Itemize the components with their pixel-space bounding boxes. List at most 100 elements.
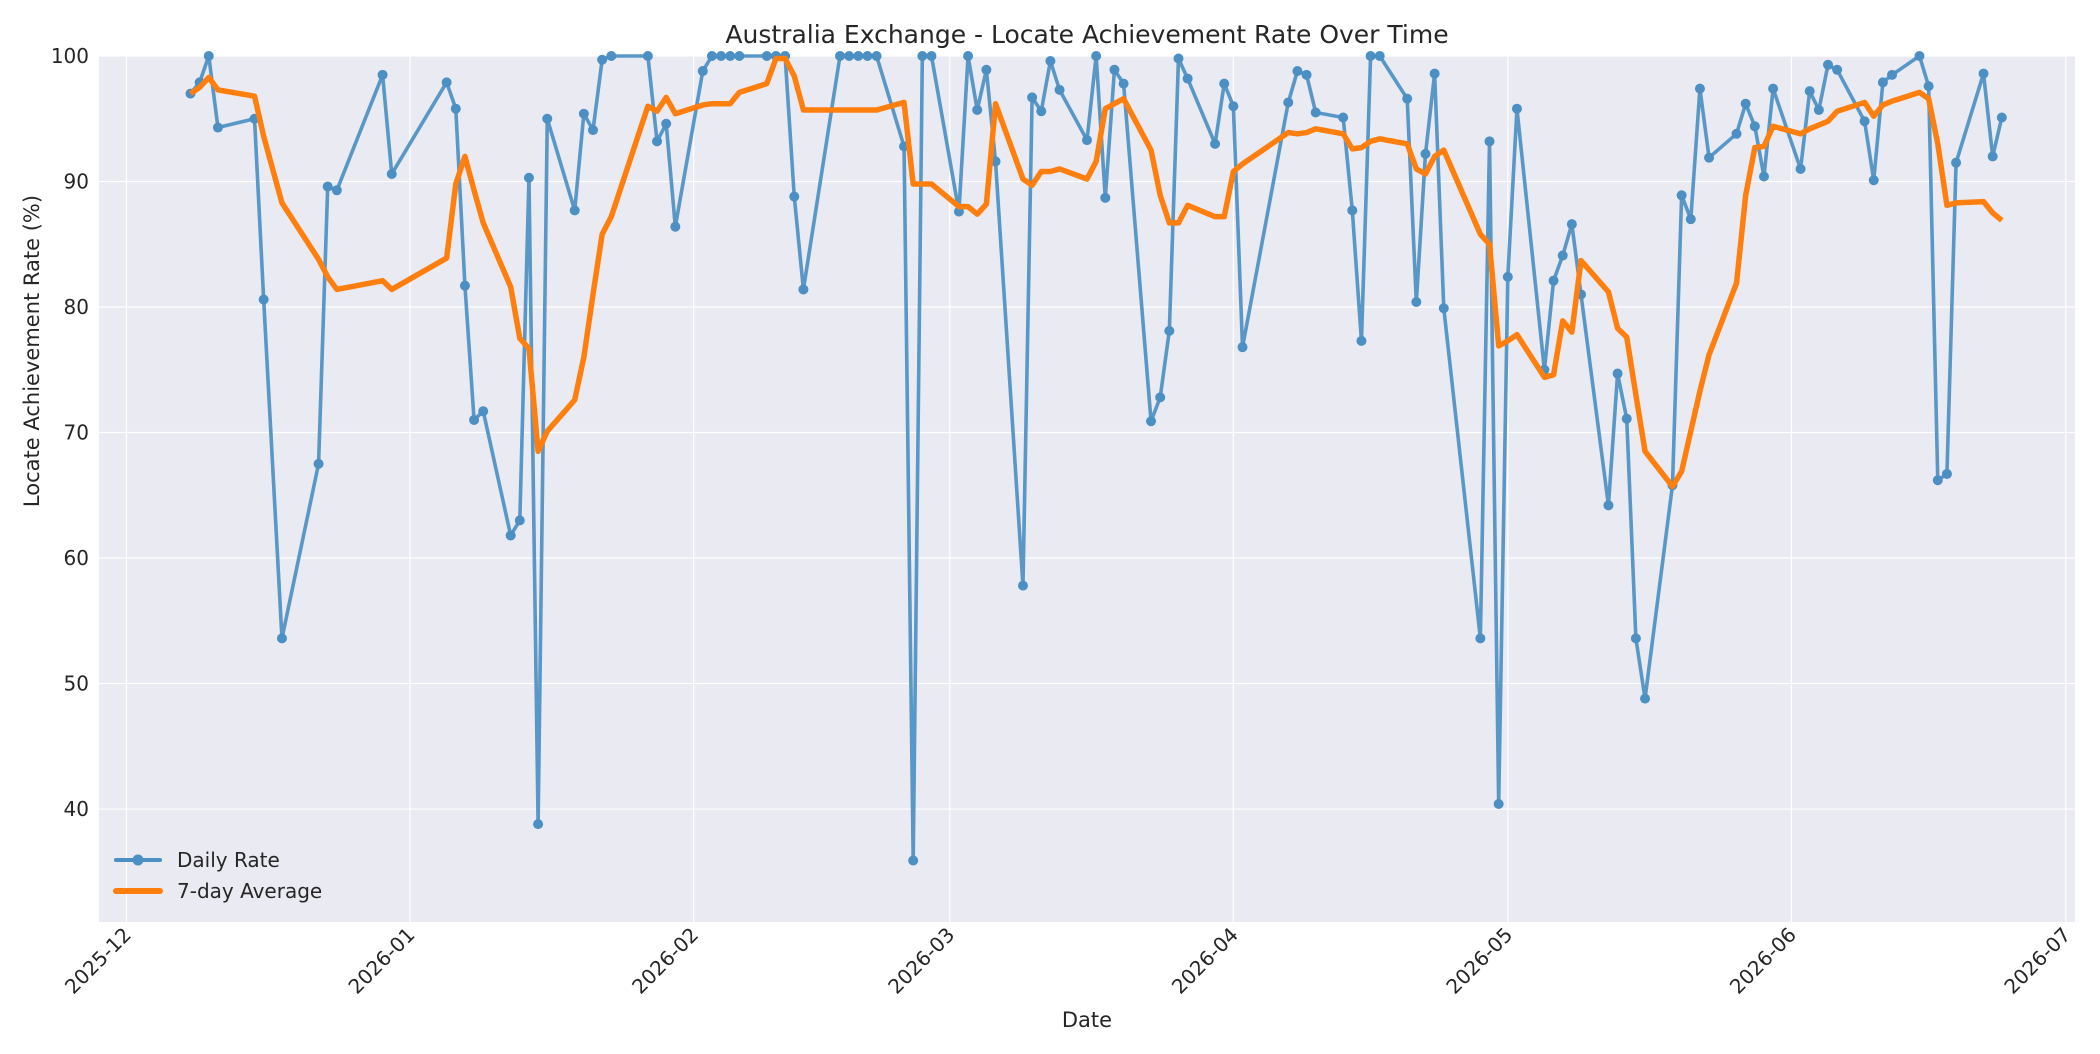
daily-rate-point <box>844 51 855 61</box>
daily-rate-point <box>1091 51 1102 61</box>
daily-rate-point <box>1987 151 1998 162</box>
daily-rate-point <box>697 66 708 77</box>
legend: Daily Rate 7-day Average <box>113 848 322 903</box>
daily-rate-point <box>1868 175 1879 186</box>
daily-rate-point <box>716 51 727 61</box>
daily-rate-point <box>1676 190 1687 201</box>
daily-rate-point <box>258 294 269 305</box>
daily-rate-point <box>1146 416 1157 427</box>
daily-rate-point <box>1731 128 1742 139</box>
daily-rate-point <box>963 51 974 61</box>
daily-rate-point <box>1887 69 1898 80</box>
daily-rate-point <box>1749 121 1760 132</box>
daily-rate-point <box>1210 138 1221 149</box>
daily-rate-point <box>1694 83 1705 94</box>
daily-rate-point <box>505 530 516 541</box>
daily-rate-point <box>1603 500 1614 511</box>
daily-rate-point <box>1548 275 1559 286</box>
daily-rate-point <box>652 136 663 147</box>
y-tick-label: 50 <box>64 672 89 696</box>
daily-rate-point <box>1923 81 1934 92</box>
daily-rate-point <box>1768 83 1779 94</box>
daily-rate-point <box>313 458 324 469</box>
daily-rate-point <box>1566 219 1577 230</box>
daily-rate-point <box>441 77 452 88</box>
daily-rate-point <box>1411 296 1422 307</box>
daily-rate-point <box>1347 205 1358 216</box>
daily-rate-point <box>1621 413 1632 424</box>
daily-rate-point <box>1951 157 1962 168</box>
daily-rate-point <box>1475 633 1486 644</box>
daily-rate-point <box>798 284 809 295</box>
daily-rate-point <box>1996 112 2007 123</box>
daily-rate-point <box>450 103 461 114</box>
daily-rate-point <box>706 51 717 61</box>
y-tick-label: 40 <box>64 797 89 821</box>
y-axis-label: Locate Achievement Rate (%) <box>20 195 44 507</box>
daily-rate-point <box>533 819 544 830</box>
daily-rate-point <box>1054 84 1065 95</box>
daily-rate-point <box>1978 68 1989 79</box>
daily-rate-point <box>1356 335 1367 346</box>
daily-rate-point <box>871 51 882 61</box>
daily-rate-point <box>1877 77 1888 88</box>
daily-rate-point <box>606 51 617 61</box>
daily-rate-point <box>1502 271 1513 282</box>
daily-rate-point <box>789 191 800 202</box>
daily-rate-point <box>597 54 608 65</box>
series-line-daily-rate <box>189 54 2004 863</box>
daily-rate-point <box>1017 580 1028 591</box>
daily-rate-point <box>1484 136 1495 147</box>
y-tick-label: 70 <box>64 421 89 445</box>
daily-rate-point <box>1310 107 1321 118</box>
daily-rate-point <box>1612 368 1623 379</box>
y-tick-label: 80 <box>64 295 89 319</box>
daily-rate-point <box>1813 104 1824 115</box>
daily-rate-markers <box>185 51 2007 866</box>
daily-rate-point <box>1630 633 1641 644</box>
daily-rate-point <box>203 51 214 61</box>
daily-rate-point <box>1758 171 1769 182</box>
daily-rate-point <box>1823 59 1833 70</box>
daily-rate-point <box>1182 73 1193 84</box>
legend-label-7-day-average: 7-day Average <box>177 879 322 903</box>
daily-rate-point <box>972 104 983 115</box>
daily-rate-point <box>1438 303 1449 314</box>
daily-rate-point <box>908 855 919 866</box>
daily-rate-point <box>1036 106 1047 117</box>
legend-daily-marker <box>132 854 144 866</box>
daily-rate-point <box>642 51 653 61</box>
daily-rate-point <box>853 51 864 61</box>
daily-rate-point <box>1100 192 1111 203</box>
daily-rate-point <box>1795 163 1806 174</box>
daily-rate-point <box>1237 342 1248 353</box>
daily-rate-point <box>1511 103 1522 114</box>
daily-rate-point <box>1402 93 1413 104</box>
daily-rate-point <box>1155 392 1166 403</box>
daily-rate-point <box>1685 214 1696 225</box>
daily-rate-point <box>331 185 342 196</box>
daily-rate-point <box>1027 92 1038 103</box>
daily-rate-point <box>1082 135 1092 146</box>
plot-area <box>99 56 2075 922</box>
daily-rate-point <box>926 51 937 61</box>
daily-rate-point <box>1557 250 1568 261</box>
daily-rate-point <box>1228 101 1239 112</box>
daily-rate-point <box>1365 51 1376 61</box>
daily-rate-point <box>761 51 772 61</box>
daily-rate-point <box>276 633 287 644</box>
daily-rate-point <box>1292 66 1303 77</box>
daily-rate-point <box>1941 468 1952 479</box>
daily-rate-point <box>1493 799 1504 810</box>
chart-title: Australia Exchange - Locate Achievement … <box>725 20 1448 49</box>
daily-rate-point <box>1109 64 1120 75</box>
daily-rate-point <box>542 113 553 124</box>
daily-rate-point <box>1374 51 1385 61</box>
daily-rate-point <box>670 221 681 232</box>
daily-rate-point <box>386 168 397 179</box>
daily-rate-point <box>1420 148 1431 159</box>
daily-rate-point <box>1704 152 1715 163</box>
daily-rate-point <box>1045 56 1056 67</box>
daily-rate-point <box>469 414 480 425</box>
daily-rate-point <box>981 64 992 75</box>
